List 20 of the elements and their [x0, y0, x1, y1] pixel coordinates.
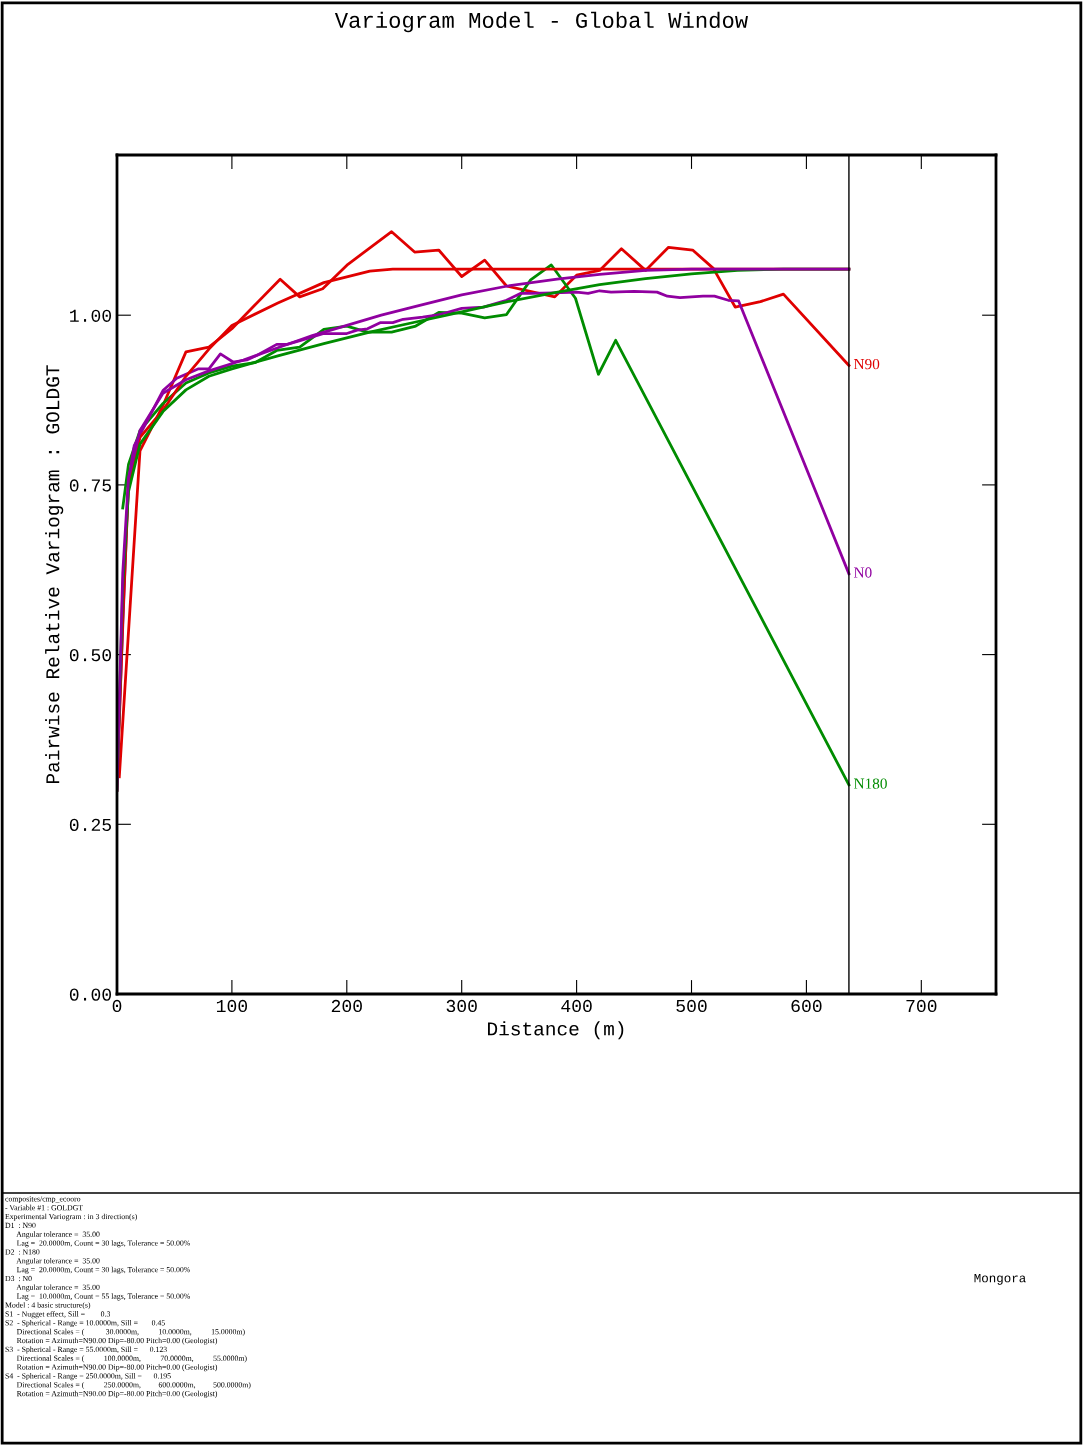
x-tick-label: 100 — [216, 999, 248, 1013]
x-axis-title: Distance (m) — [488, 1021, 624, 1040]
y-tick-label: 0.50 — [69, 649, 112, 662]
x-tick-label: 700 — [906, 999, 937, 1013]
series-label: N0 — [853, 567, 872, 578]
series-label: N180 — [853, 778, 887, 789]
y-tick-label: 0.75 — [69, 479, 111, 492]
x-tick-label: 600 — [791, 999, 822, 1013]
series-label: N90 — [853, 358, 880, 370]
y-tick-label: 0.25 — [69, 818, 111, 832]
y-tick-label: 0.00 — [69, 988, 112, 1001]
x-tick-label: 400 — [561, 999, 592, 1013]
x-tick-label: 0 — [112, 999, 122, 1013]
y-axis-title: Pairwise Relative Variogram : GOLDGT — [45, 365, 64, 784]
x-tick-label: 500 — [676, 999, 707, 1013]
text: Mongora — [974, 1274, 1026, 1285]
chart-title: Variogram Model - Global Window — [334, 11, 748, 33]
y-tick-label: 1.00 — [70, 309, 112, 322]
x-tick-label: 300 — [446, 999, 477, 1013]
x-tick-label: 200 — [331, 999, 362, 1013]
